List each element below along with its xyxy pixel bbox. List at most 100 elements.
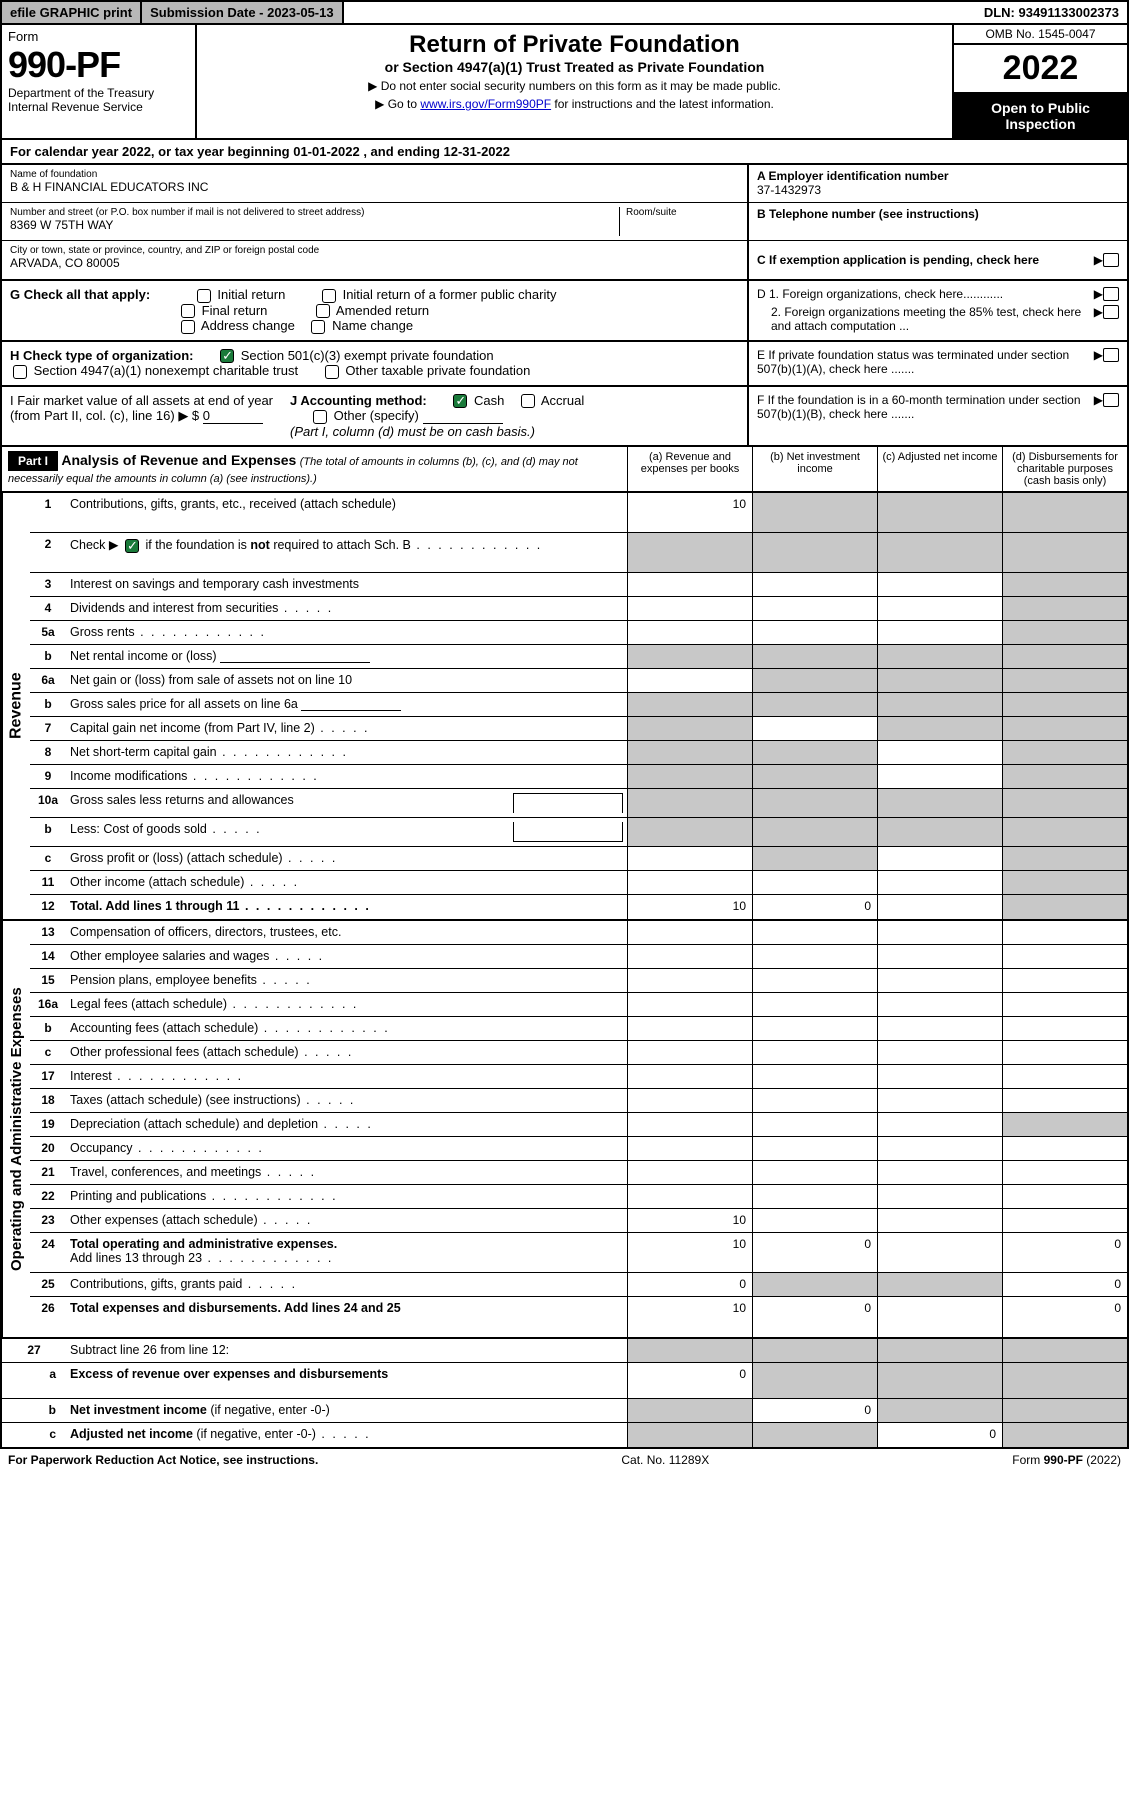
val-a — [627, 921, 752, 944]
other-method-checkbox[interactable] — [313, 410, 327, 424]
val-b-grey — [752, 741, 877, 764]
check-section-g: G Check all that apply: Initial return I… — [0, 281, 1129, 342]
line-num: c — [30, 1041, 66, 1064]
table-row: 1 Contributions, gifts, grants, etc., re… — [30, 493, 1127, 533]
val-b — [752, 921, 877, 944]
final-return-checkbox[interactable] — [181, 304, 195, 318]
val-d-grey — [1002, 1399, 1127, 1422]
line-desc: Other professional fees (attach schedule… — [66, 1041, 627, 1064]
line-num: 14 — [30, 945, 66, 968]
table-row: c Gross profit or (loss) (attach schedul… — [30, 847, 1127, 871]
table-row: b Less: Cost of goods sold — [30, 818, 1127, 847]
line-num: b — [30, 818, 66, 846]
schb-checkbox[interactable] — [125, 539, 139, 553]
h-opt1: Section 501(c)(3) exempt private foundat… — [241, 348, 494, 363]
line-num: 4 — [30, 597, 66, 620]
efile-print-button[interactable]: efile GRAPHIC print — [2, 2, 142, 23]
val-c-grey — [877, 1363, 1002, 1398]
line-num: 10a — [30, 789, 66, 817]
val-d — [1002, 1041, 1127, 1064]
val-c-grey — [877, 645, 1002, 668]
name-change-checkbox[interactable] — [311, 320, 325, 334]
g-label: G Check all that apply: — [10, 287, 150, 302]
val-d-grey — [1002, 871, 1127, 894]
val-c — [877, 741, 1002, 764]
g-opt-5: Name change — [332, 318, 413, 333]
amended-return-checkbox[interactable] — [316, 304, 330, 318]
check-post: if the foundation is not required to att… — [142, 538, 411, 552]
table-row: 3 Interest on savings and temporary cash… — [30, 573, 1127, 597]
line-num: 22 — [30, 1185, 66, 1208]
arrow-icon: ▶ — [1094, 253, 1103, 267]
val-d — [1002, 1089, 1127, 1112]
line-desc: Contributions, gifts, grants, etc., rece… — [66, 493, 627, 532]
line-num: 1 — [30, 493, 66, 532]
val-d — [1002, 921, 1127, 944]
sales-price-input[interactable] — [301, 697, 401, 711]
table-row: b Gross sales price for all assets on li… — [30, 693, 1127, 717]
val-a: 10 — [627, 1297, 752, 1337]
val-b — [752, 945, 877, 968]
accrual-checkbox[interactable] — [521, 394, 535, 408]
line-num: 25 — [30, 1273, 66, 1296]
val-c-grey — [877, 533, 1002, 572]
cat-number: Cat. No. 11289X — [621, 1453, 709, 1467]
initial-return-checkbox[interactable] — [197, 289, 211, 303]
e-checkbox[interactable] — [1103, 348, 1119, 362]
val-c — [877, 1209, 1002, 1232]
table-row: 5a Gross rents — [30, 621, 1127, 645]
g-opt-2: Final return — [202, 303, 268, 318]
val-b — [752, 1137, 877, 1160]
val-b-grey — [752, 693, 877, 716]
val-b — [752, 1185, 877, 1208]
inline-box[interactable] — [513, 793, 623, 813]
f-checkbox[interactable] — [1103, 393, 1119, 407]
val-d-grey — [1002, 789, 1127, 817]
other-taxable-checkbox[interactable] — [325, 365, 339, 379]
desc-text: Net rental income or (loss) — [70, 649, 217, 663]
irs-link[interactable]: www.irs.gov/Form990PF — [420, 97, 551, 111]
line-num: 7 — [30, 717, 66, 740]
line-desc: Net short-term capital gain — [66, 741, 627, 764]
val-a-grey — [627, 765, 752, 788]
instr2-pre: ▶ Go to — [375, 97, 420, 111]
val-b-grey — [752, 765, 877, 788]
val-c: 0 — [877, 1423, 1002, 1447]
cash-checkbox[interactable] — [453, 394, 467, 408]
val-c-grey — [877, 693, 1002, 716]
d1-checkbox[interactable] — [1103, 287, 1119, 301]
d2-checkbox[interactable] — [1103, 305, 1119, 319]
j-label: J Accounting method: — [290, 393, 427, 408]
address-change-checkbox[interactable] — [181, 320, 195, 334]
501c3-checkbox[interactable] — [220, 349, 234, 363]
val-b — [752, 597, 877, 620]
exemption-checkbox[interactable] — [1103, 253, 1119, 267]
val-c — [877, 1233, 1002, 1272]
table-row: 6a Net gain or (loss) from sale of asset… — [30, 669, 1127, 693]
val-c-grey — [877, 1273, 1002, 1296]
line-desc: Taxes (attach schedule) (see instruction… — [66, 1089, 627, 1112]
line-num: a — [2, 1363, 66, 1398]
inline-box[interactable] — [513, 822, 623, 842]
table-row: 13 Compensation of officers, directors, … — [30, 921, 1127, 945]
foundation-info: Name of foundation B & H FINANCIAL EDUCA… — [0, 165, 1129, 281]
4947-checkbox[interactable] — [13, 365, 27, 379]
val-d — [1002, 969, 1127, 992]
page-footer: For Paperwork Reduction Act Notice, see … — [0, 1449, 1129, 1471]
line-desc: Gross sales less returns and allowances — [66, 789, 627, 817]
line-num: c — [2, 1423, 66, 1447]
instruction-2: ▶ Go to www.irs.gov/Form990PF for instru… — [203, 97, 946, 111]
city-value: ARVADA, CO 80005 — [10, 256, 739, 270]
val-a-grey — [627, 693, 752, 716]
city-row: City or town, state or province, country… — [2, 241, 747, 279]
other-specify-input[interactable] — [423, 410, 503, 424]
initial-former-checkbox[interactable] — [322, 289, 336, 303]
line-num: 9 — [30, 765, 66, 788]
val-a — [627, 1113, 752, 1136]
rental-input[interactable] — [220, 649, 370, 663]
line-num: 11 — [30, 871, 66, 894]
form-header: Form 990-PF Department of the Treasury I… — [0, 25, 1129, 140]
val-a: 10 — [627, 895, 752, 919]
j-accrual: Accrual — [541, 393, 584, 408]
val-b — [752, 1017, 877, 1040]
